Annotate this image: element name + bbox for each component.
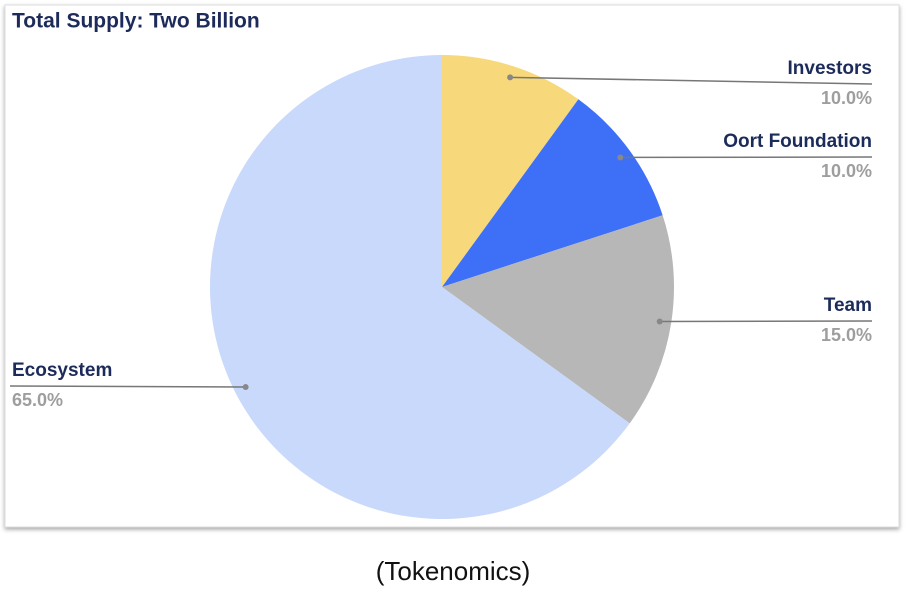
pie-slice — [209, 55, 630, 519]
slice-value-label: 10.0% — [821, 88, 872, 108]
slice-value-label: 65.0% — [12, 390, 63, 410]
leader-dot — [242, 384, 249, 391]
slice-label: Oort Foundation — [723, 131, 872, 152]
chart-title: Total Supply: Two Billion — [12, 10, 260, 33]
slice-value-label: 15.0% — [821, 325, 872, 345]
leader-dot — [656, 318, 663, 325]
slice-label: Investors — [788, 58, 872, 79]
leader-dot — [617, 154, 624, 161]
leader-dot — [507, 74, 514, 81]
slice-label: Ecosystem — [12, 360, 112, 381]
pie-slice — [442, 55, 579, 287]
pie-slice — [442, 99, 663, 287]
pie-slice — [442, 215, 674, 424]
slice-label: Team — [824, 295, 872, 316]
leader-line — [9, 385, 246, 388]
leader-line — [510, 76, 873, 85]
slice-value-label: 10.0% — [821, 161, 872, 181]
caption: (Tokenomics) — [376, 556, 531, 586]
